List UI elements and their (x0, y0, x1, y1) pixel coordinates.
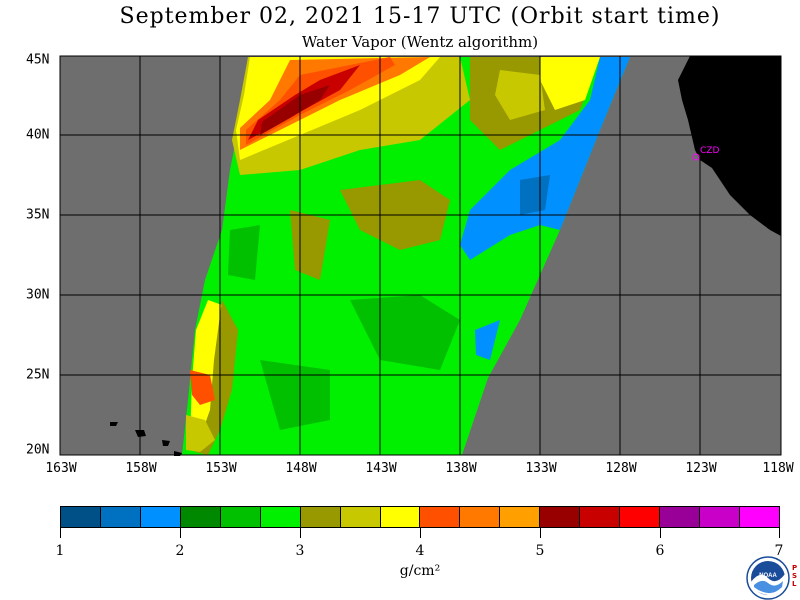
lon-label: 128W (605, 461, 637, 476)
lon-label: 148W (285, 461, 317, 476)
colorbar-swatch (61, 507, 101, 527)
swath-moisture-4.3-4.6-north (246, 57, 395, 145)
colorbar-label: 1 (55, 543, 65, 559)
colorbar-swatch (460, 507, 501, 527)
colorbar-tick (180, 528, 181, 538)
swath-moisture-3.7-4-sw (186, 415, 215, 452)
station-marker (692, 153, 700, 161)
swath-high-moisture-west (190, 370, 215, 405)
colorbar-label: 2 (175, 543, 185, 559)
colorbar-swatch (540, 507, 581, 527)
colorbar-tick (540, 528, 541, 538)
colorbar-tick (660, 528, 661, 538)
colorbar-tick (420, 528, 421, 538)
colorbar-swatch (420, 507, 461, 527)
page-subtitle: Water Vapor (Wentz algorithm) (301, 33, 539, 51)
colorbar-label: 7 (774, 543, 784, 559)
swath-dry-core-east (520, 175, 550, 215)
colorbar-label: 3 (295, 543, 305, 559)
lon-label: 163W (45, 461, 77, 476)
colorbar-swatch (620, 507, 661, 527)
lat-label: 35N (26, 207, 50, 223)
swath-dry-region-east (460, 57, 630, 260)
colorbar-tick (60, 528, 61, 538)
lon-label: 123W (685, 461, 717, 476)
colorbar-swatch (180, 507, 221, 527)
page-title: September 02, 2021 15-17 UTC (Orbit star… (119, 4, 721, 29)
lon-label: 118W (762, 461, 794, 476)
land-hawaii-3 (162, 440, 170, 446)
colorbar-label: 6 (655, 543, 665, 559)
swath-moisture-4.6-5-north (260, 85, 330, 135)
land-hawaii-1 (110, 422, 118, 426)
colorbar-tick (779, 528, 780, 538)
lon-label: 138W (445, 461, 477, 476)
colorbar-swatch (500, 507, 541, 527)
noaa-logo: NOAA (746, 556, 790, 600)
swath-dry-patch-south (475, 320, 500, 360)
land-california (678, 56, 781, 236)
swath-moisture-2.7-3-center (350, 295, 460, 370)
lon-label: 133W (525, 461, 557, 476)
lat-label: 25N (26, 367, 50, 383)
colorbar-swatch (700, 507, 740, 527)
grid-lines (60, 56, 781, 455)
colorbar-swatch (380, 507, 421, 527)
colorbar (60, 506, 780, 528)
colorbar-unit: g/cm² (399, 563, 441, 579)
swath-moisture-2.7-3-south (260, 360, 330, 430)
map-frame (59, 55, 782, 456)
colorbar-swatch (140, 507, 181, 527)
colorbar-swatch (580, 507, 621, 527)
noaa-logo-text: NOAA (759, 573, 777, 579)
lon-label: 143W (365, 461, 397, 476)
station-label: CZD (700, 146, 720, 156)
colorbar-label: 4 (415, 543, 425, 559)
swath-moisture-4-4.3-north (240, 57, 430, 150)
water-vapor-map (59, 55, 782, 456)
lat-label: 30N (26, 287, 50, 303)
swath-moisture-3.7-4-east (540, 57, 600, 110)
colorbar-swatch (739, 507, 779, 527)
colorbar-swatch (660, 507, 700, 527)
colorbar-swatch (300, 507, 341, 527)
swath-moisture-3.7-4-ne (495, 70, 545, 120)
lat-label: 45N (26, 52, 50, 68)
swath-moisture-2.7-3-west (228, 225, 260, 280)
lat-label: 20N (26, 442, 50, 458)
colorbar-swatch (340, 507, 381, 527)
colorbar-swatch (220, 507, 261, 527)
colorbar-label: 5 (535, 543, 545, 559)
colorbar-swatch (100, 507, 141, 527)
lat-label: 40N (26, 127, 50, 143)
colorbar-swatch (260, 507, 301, 527)
colorbar-tick (300, 528, 301, 538)
lon-label: 158W (125, 461, 157, 476)
swath-moisture-3.3-3.7-west (195, 300, 238, 455)
lon-label: 153W (205, 461, 237, 476)
swath-moisture-3.7-4-west (190, 300, 222, 440)
